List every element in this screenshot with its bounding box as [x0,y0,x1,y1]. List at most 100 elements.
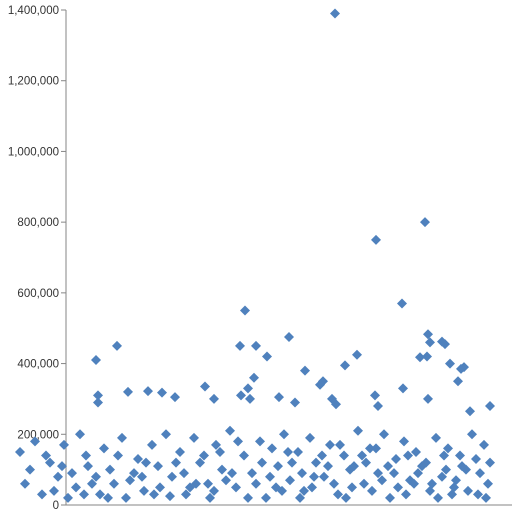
data-point [379,429,389,440]
data-point [121,492,131,503]
data-point [317,450,327,461]
data-point [335,439,345,450]
data-point [359,478,369,489]
data-point [265,471,275,482]
data-point [262,351,272,362]
data-point [103,492,113,503]
data-point [485,401,495,411]
data-point [352,349,362,360]
data-point [30,436,40,447]
data-point [147,439,157,450]
data-point [71,482,81,493]
data-point [431,432,441,443]
data-point [155,482,165,493]
data-point [141,457,151,468]
data-point [433,492,443,503]
data-point [445,358,455,369]
data-point [81,450,91,461]
data-point [15,446,25,457]
data-point [413,468,423,479]
data-point [422,351,432,362]
data-point [425,485,435,496]
data-point [267,443,277,454]
data-point [171,457,181,468]
data-point [349,461,359,472]
data-point [420,217,430,228]
data-point [481,492,491,503]
y-axis-ticks: 0 200,000 400,000 600,000 800,000 1,000,000 1,… [8,5,66,512]
data-point [467,429,477,440]
data-point [451,475,461,486]
data-point [109,478,119,489]
data-point [323,461,333,472]
data-point [91,471,101,482]
data-point [287,457,297,468]
data-point [231,482,241,493]
data-point [251,478,261,489]
data-point [139,485,149,496]
data-point [117,432,127,443]
data-point [167,471,177,482]
data-point [447,489,457,500]
data-point [170,392,180,403]
data-point [483,478,493,489]
data-point [365,443,375,454]
data-point [20,478,30,489]
data-point [285,475,295,486]
data-point [57,461,67,472]
data-point [211,439,221,450]
data-point [67,468,77,479]
y-tick-label: 600,000 [17,288,59,300]
data-point [463,485,473,496]
y-tick-label: 400,000 [17,359,59,371]
data-point [181,489,191,500]
data-point [425,337,435,348]
data-point [309,471,319,482]
data-point [205,492,215,503]
data-point [401,489,411,500]
y-tick-label: 1,000,000 [8,146,59,158]
data-point [83,461,93,472]
data-point [479,439,489,450]
data-point [439,450,449,461]
data-point [279,429,289,440]
data-point [300,365,310,376]
data-point [333,489,343,500]
data-point [157,387,167,398]
data-point [389,468,399,479]
data-markers [15,8,495,503]
data-point [185,482,195,493]
data-point [112,340,122,351]
data-point [423,329,433,340]
data-point [398,383,408,394]
data-point [283,446,293,457]
data-point [273,461,283,472]
data-point [383,461,393,472]
data-point [347,482,357,493]
data-point [371,443,381,454]
data-point [236,390,246,401]
data-point [443,443,453,454]
data-point [284,332,294,343]
data-point [199,450,209,461]
data-point [409,478,419,489]
data-point [105,464,115,475]
data-point [393,482,403,493]
y-tick-label: 1,200,000 [8,76,59,88]
data-point [373,468,383,479]
data-point [340,360,350,371]
data-point [449,482,459,493]
data-point [370,390,380,401]
data-point [189,432,199,443]
data-point [215,446,225,457]
data-point [49,485,59,496]
data-point [129,468,139,479]
data-point [297,468,307,479]
data-point [311,457,321,468]
data-point [415,352,425,363]
data-point [87,478,97,489]
data-point [319,471,329,482]
data-point [245,393,255,404]
data-point [95,489,105,500]
data-point [403,450,413,461]
